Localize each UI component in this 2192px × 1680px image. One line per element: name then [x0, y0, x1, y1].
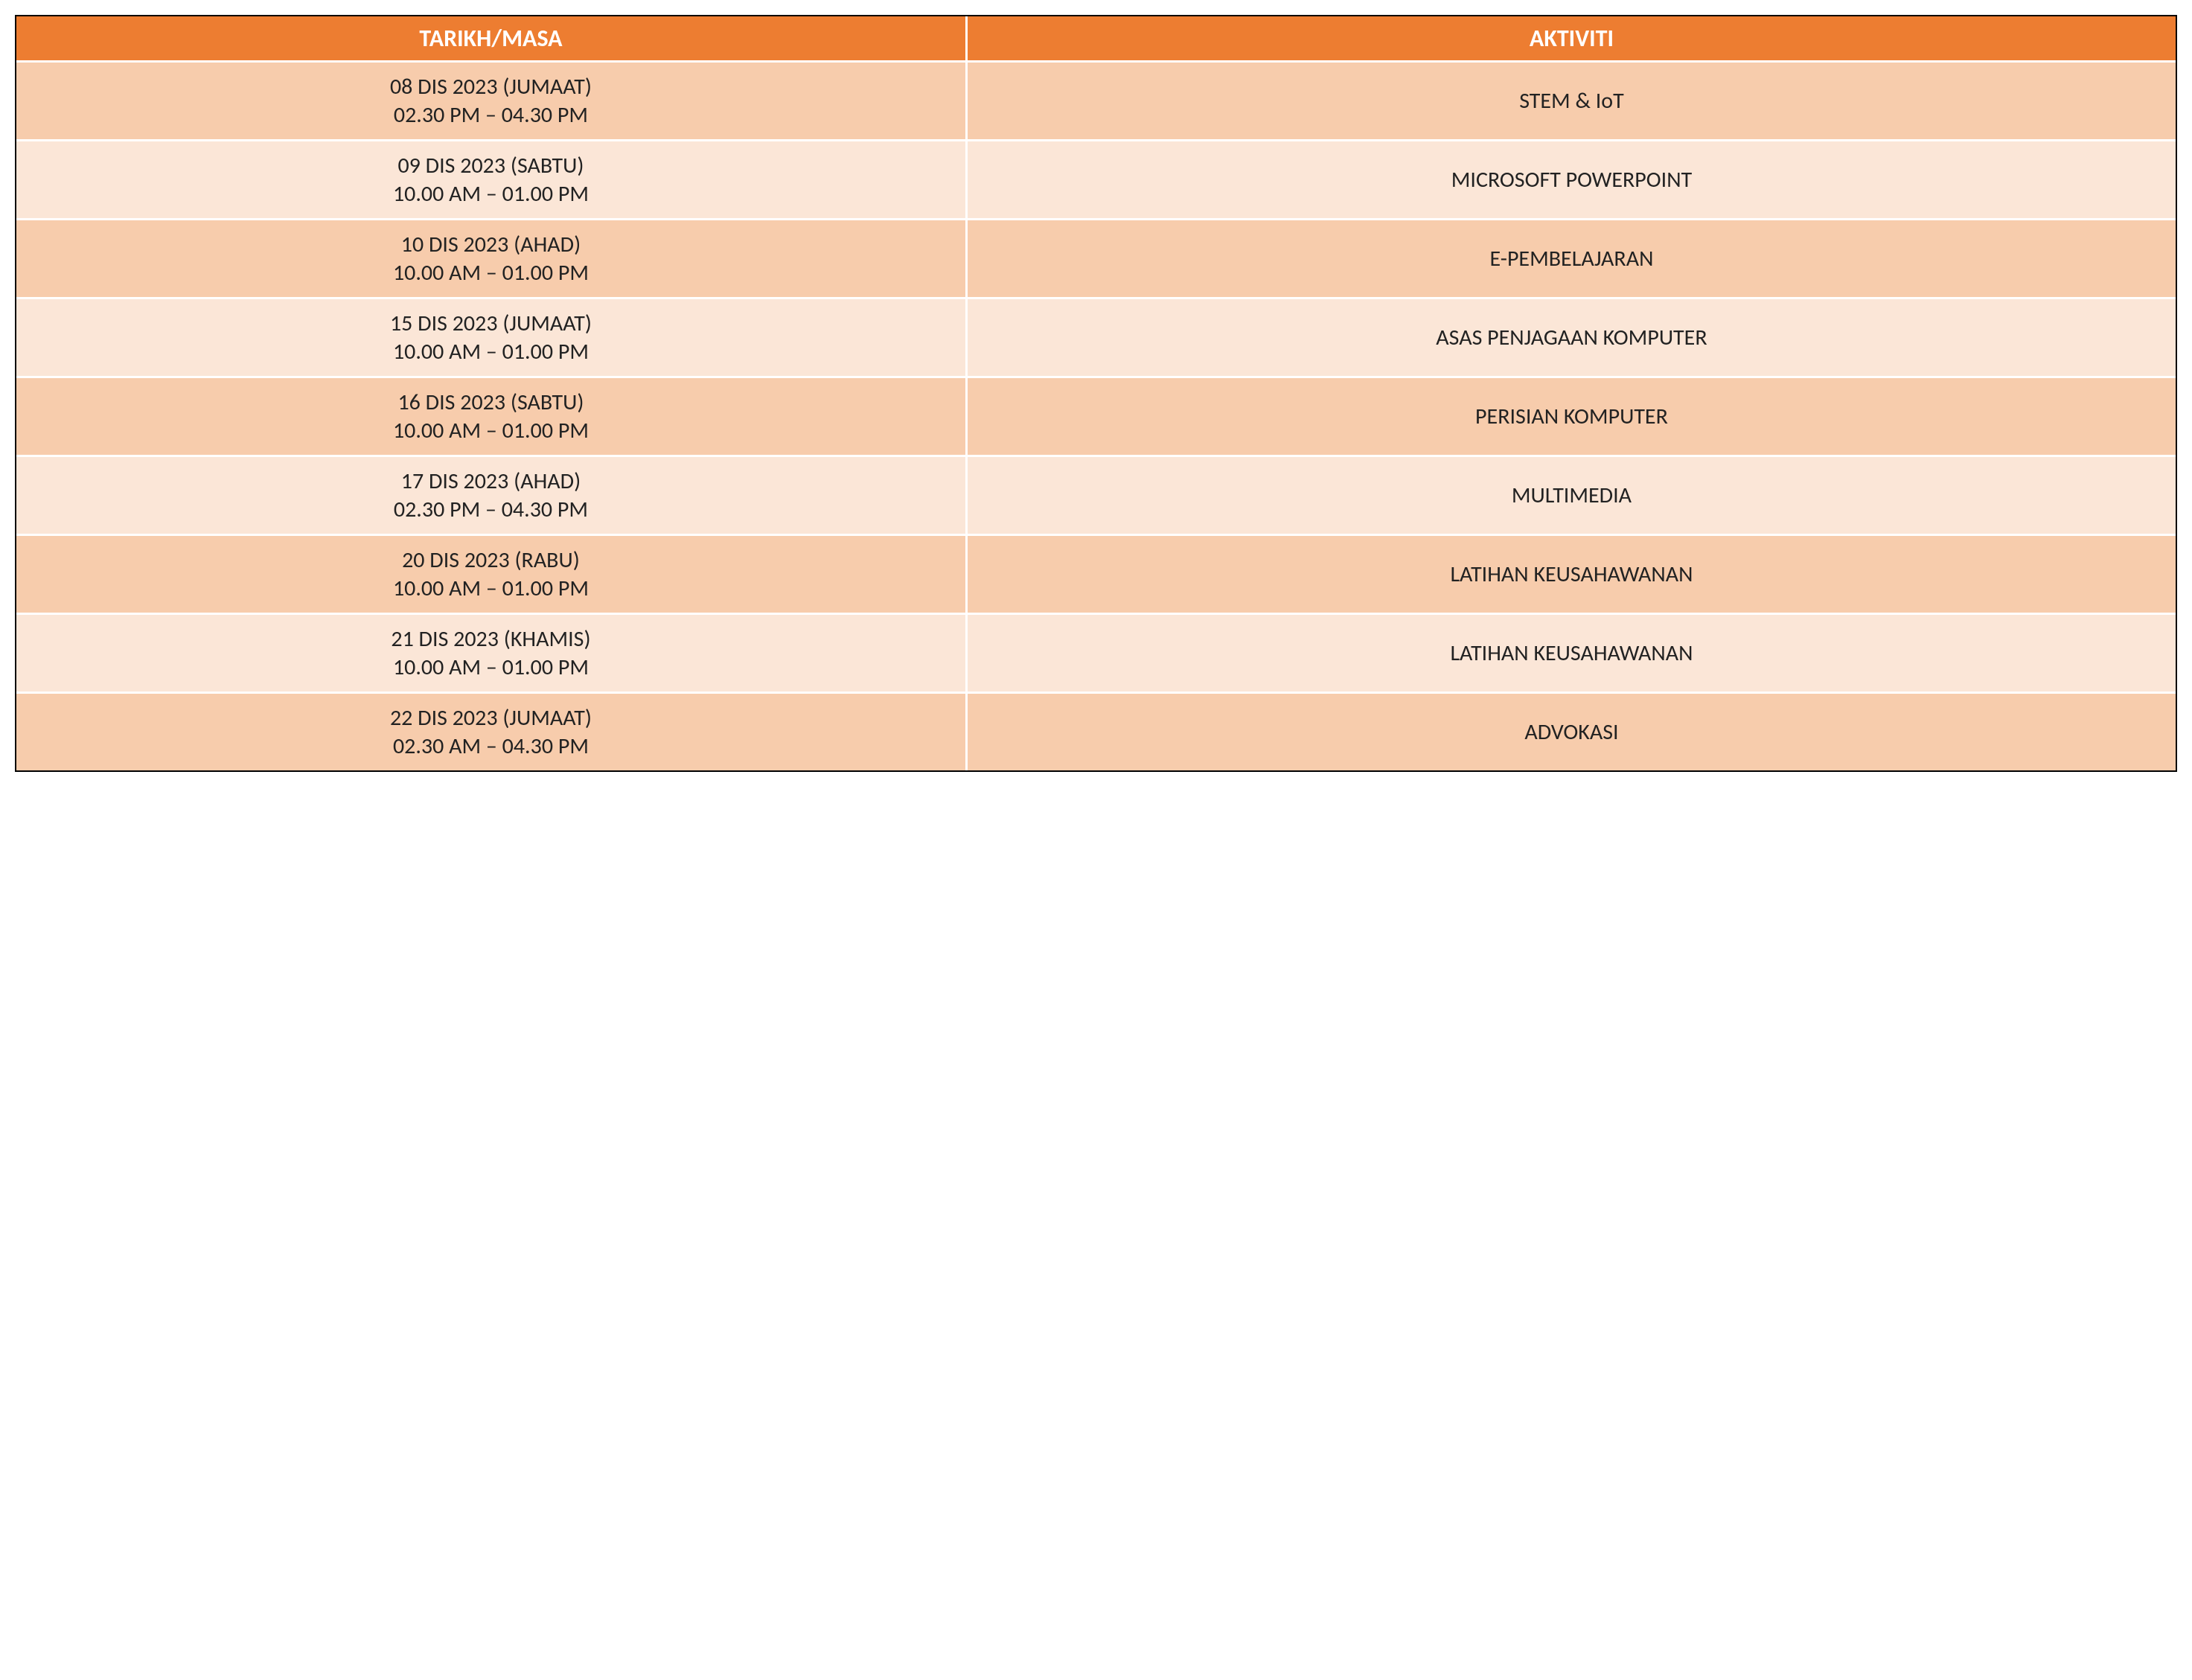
cell-activity: ADVOKASI	[966, 693, 2176, 771]
schedule-table-wrapper: TARIKH/MASA AKTIVITI 08 DIS 2023 (JUMAAT…	[15, 15, 2177, 772]
cell-date: 08 DIS 2023 (JUMAAT) 02.30 PM – 04.30 PM	[16, 62, 966, 141]
time-text: 10.00 AM – 01.00 PM	[24, 654, 958, 682]
time-text: 02.30 AM – 04.30 PM	[24, 732, 958, 761]
cell-activity: MULTIMEDIA	[966, 456, 2176, 535]
date-text: 21 DIS 2023 (KHAMIS)	[24, 625, 958, 654]
table-row: 17 DIS 2023 (AHAD) 02.30 PM – 04.30 PM M…	[16, 456, 2176, 535]
table-row: 20 DIS 2023 (RABU) 10.00 AM – 01.00 PM L…	[16, 535, 2176, 614]
cell-activity: LATIHAN KEUSAHAWANAN	[966, 535, 2176, 614]
cell-date: 15 DIS 2023 (JUMAAT) 10.00 AM – 01.00 PM	[16, 298, 966, 377]
cell-activity: STEM & IoT	[966, 62, 2176, 141]
cell-activity: PERISIAN KOMPUTER	[966, 377, 2176, 456]
col-header-activity: AKTIVITI	[966, 16, 2176, 62]
table-row: 21 DIS 2023 (KHAMIS) 10.00 AM – 01.00 PM…	[16, 614, 2176, 693]
cell-date: 22 DIS 2023 (JUMAAT) 02.30 AM – 04.30 PM	[16, 693, 966, 771]
date-text: 08 DIS 2023 (JUMAAT)	[24, 73, 958, 101]
table-row: 16 DIS 2023 (SABTU) 10.00 AM – 01.00 PM …	[16, 377, 2176, 456]
table-row: 08 DIS 2023 (JUMAAT) 02.30 PM – 04.30 PM…	[16, 62, 2176, 141]
time-text: 10.00 AM – 01.00 PM	[24, 338, 958, 366]
time-text: 10.00 AM – 01.00 PM	[24, 180, 958, 208]
date-text: 20 DIS 2023 (RABU)	[24, 546, 958, 575]
table-header-row: TARIKH/MASA AKTIVITI	[16, 16, 2176, 62]
time-text: 02.30 PM – 04.30 PM	[24, 496, 958, 524]
cell-date: 21 DIS 2023 (KHAMIS) 10.00 AM – 01.00 PM	[16, 614, 966, 693]
cell-activity: MICROSOFT POWERPOINT	[966, 141, 2176, 220]
cell-date: 17 DIS 2023 (AHAD) 02.30 PM – 04.30 PM	[16, 456, 966, 535]
date-text: 16 DIS 2023 (SABTU)	[24, 389, 958, 417]
table-row: 15 DIS 2023 (JUMAAT) 10.00 AM – 01.00 PM…	[16, 298, 2176, 377]
table-row: 09 DIS 2023 (SABTU) 10.00 AM – 01.00 PM …	[16, 141, 2176, 220]
schedule-table: TARIKH/MASA AKTIVITI 08 DIS 2023 (JUMAAT…	[16, 16, 2176, 770]
cell-date: 16 DIS 2023 (SABTU) 10.00 AM – 01.00 PM	[16, 377, 966, 456]
date-text: 17 DIS 2023 (AHAD)	[24, 467, 958, 496]
time-text: 10.00 AM – 01.00 PM	[24, 417, 958, 445]
time-text: 10.00 AM – 01.00 PM	[24, 575, 958, 603]
col-header-date: TARIKH/MASA	[16, 16, 966, 62]
date-text: 22 DIS 2023 (JUMAAT)	[24, 704, 958, 732]
cell-activity: E-PEMBELAJARAN	[966, 220, 2176, 298]
cell-date: 09 DIS 2023 (SABTU) 10.00 AM – 01.00 PM	[16, 141, 966, 220]
table-row: 22 DIS 2023 (JUMAAT) 02.30 AM – 04.30 PM…	[16, 693, 2176, 771]
date-text: 09 DIS 2023 (SABTU)	[24, 152, 958, 180]
cell-date: 20 DIS 2023 (RABU) 10.00 AM – 01.00 PM	[16, 535, 966, 614]
cell-activity: ASAS PENJAGAAN KOMPUTER	[966, 298, 2176, 377]
table-row: 10 DIS 2023 (AHAD) 10.00 AM – 01.00 PM E…	[16, 220, 2176, 298]
cell-activity: LATIHAN KEUSAHAWANAN	[966, 614, 2176, 693]
date-text: 10 DIS 2023 (AHAD)	[24, 231, 958, 259]
time-text: 10.00 AM – 01.00 PM	[24, 259, 958, 287]
time-text: 02.30 PM – 04.30 PM	[24, 101, 958, 130]
date-text: 15 DIS 2023 (JUMAAT)	[24, 310, 958, 338]
cell-date: 10 DIS 2023 (AHAD) 10.00 AM – 01.00 PM	[16, 220, 966, 298]
